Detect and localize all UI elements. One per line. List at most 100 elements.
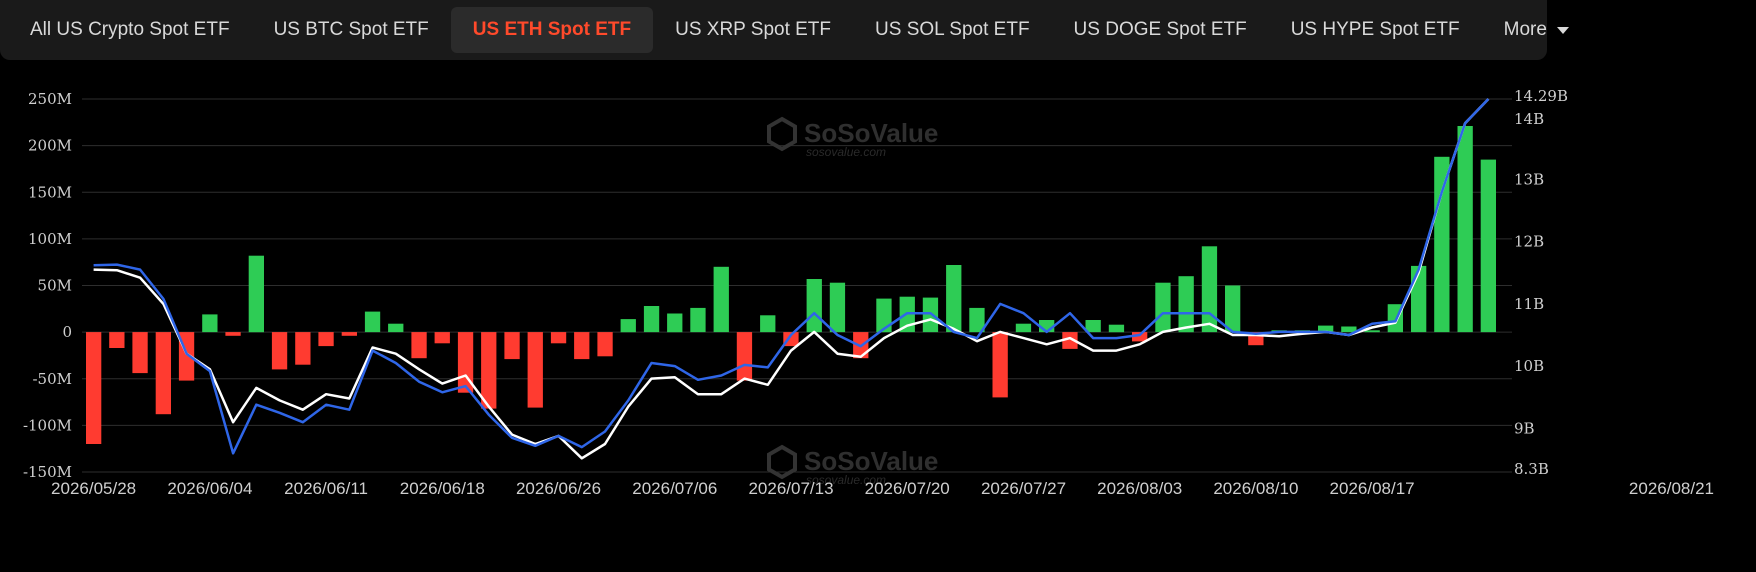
inflow-bar — [760, 315, 776, 333]
etf-tab-bar: All US Crypto Spot ETF US BTC Spot ETF US … — [0, 0, 1569, 60]
outflow-bar — [1062, 332, 1078, 349]
inflow-bar — [1201, 246, 1218, 333]
outflow-bar — [1132, 332, 1148, 342]
watermark-url: sosovalue.com — [806, 145, 886, 159]
outflow-bar — [736, 332, 753, 381]
inflow-bar — [1225, 285, 1241, 333]
right-axis-tick-label: 8.3B — [1514, 460, 1549, 478]
right-axis-tick-label: 11B — [1514, 295, 1544, 313]
watermark-brand: SoSoValue — [804, 446, 938, 476]
inflow-bar — [1480, 159, 1496, 333]
inflow-bar — [690, 307, 706, 333]
tab-us-btc-spot-etf[interactable]: US BTC Spot ETF — [273, 19, 429, 40]
outflow-bar — [574, 332, 590, 360]
outflow-bar — [434, 332, 450, 344]
inflow-bar — [1155, 282, 1171, 333]
x-axis-tick-label: 2026/07/27 — [981, 479, 1066, 498]
chevron-down-icon — [1556, 26, 1569, 34]
right-axis-tick-label: 12B — [1514, 233, 1544, 251]
left-axis-tick-label: 100M — [28, 230, 72, 248]
outflow-bar — [783, 332, 799, 347]
right-axis-tick-label: 9B — [1514, 419, 1535, 437]
watermark-url: sosovalue.com — [806, 473, 886, 487]
x-axis-tick-label: 2026/06/26 — [516, 479, 601, 498]
more-label: More — [1503, 19, 1547, 40]
inflow-bar — [1364, 330, 1380, 333]
tab-us-sol-spot-etf[interactable]: US SOL Spot ETF — [875, 19, 1030, 40]
inflow-bar — [713, 266, 729, 333]
inflow-bar — [946, 265, 962, 333]
right-axis-tick-label: 14B — [1514, 110, 1544, 128]
outflow-bar — [225, 332, 241, 336]
x-axis-tick-label: 2026/07/20 — [865, 479, 950, 498]
inflow-bar — [1457, 126, 1473, 333]
outflow-bar — [295, 332, 311, 365]
inflow-bar — [969, 307, 985, 333]
inflow-bar — [1411, 265, 1427, 333]
right-axis-tick-label: 13B — [1514, 170, 1544, 188]
inflow-bar — [1434, 156, 1450, 333]
inflow-bar — [1015, 323, 1032, 333]
watermark-brand: SoSoValue — [804, 118, 938, 148]
x-axis-tick-label: 2026/08/10 — [1213, 479, 1298, 498]
outflow-bar — [341, 332, 357, 336]
inflow-bar — [667, 313, 683, 333]
more-dropdown[interactable]: More — [1482, 7, 1591, 53]
inflow-bar — [876, 298, 892, 333]
left-axis-tick-label: 250M — [28, 90, 72, 108]
outflow-bar — [271, 332, 288, 370]
tab-all-us-crypto-spot-etf[interactable]: All US Crypto Spot ETF — [30, 19, 230, 40]
inflow-bar — [643, 306, 660, 333]
outflow-bar — [504, 332, 520, 360]
left-axis-tick-label: 50M — [38, 277, 72, 295]
inflow-bar — [1341, 326, 1357, 333]
outflow-bar — [132, 332, 148, 374]
x-axis-tick-label: 2026/08/03 — [1097, 479, 1182, 498]
left-axis-tick-label: 200M — [28, 137, 72, 155]
sosovalue-hex-icon — [767, 444, 797, 480]
outflow-bar — [411, 332, 427, 359]
right-axis-tick-label: 14.29B — [1514, 87, 1568, 105]
outflow-bar — [109, 332, 125, 348]
etf-flow-chart: 250M 200M 150M 100M 50M 0 -50M -100M -150M 14.29B… — [23, 87, 1714, 498]
tab-us-xrp-spot-etf[interactable]: US XRP Spot ETF — [675, 19, 832, 40]
inflow-bar — [620, 319, 636, 333]
left-axis-tick-label: -150M — [23, 463, 72, 481]
inflow-bar — [1085, 320, 1101, 333]
x-axis-tick-label: 2026/05/28 — [51, 479, 136, 498]
outflow-bar — [481, 332, 497, 409]
inflow-bar — [806, 279, 822, 333]
inflow-bar — [202, 314, 218, 333]
x-axis-tick-label: 2026/06/04 — [167, 479, 252, 498]
left-axis-tick-label: 150M — [28, 183, 72, 201]
outflow-bar — [155, 332, 171, 415]
x-axis-tick-label: 2026/08/21 — [1629, 479, 1714, 498]
inflow-bar — [364, 311, 381, 333]
tab-us-eth-spot-etf[interactable]: US ETH Spot ETF — [450, 7, 654, 53]
inflow-bar — [922, 297, 939, 333]
tab-us-doge-spot-etf[interactable]: US DOGE Spot ETF — [1073, 19, 1247, 40]
inflow-bar — [388, 323, 404, 333]
right-axis-tick-label: 10B — [1514, 357, 1544, 375]
x-axis-tick-label: 2026/06/11 — [284, 479, 368, 498]
inflow-bar — [248, 255, 264, 333]
inflow-bar — [829, 282, 846, 333]
tab-us-hype-spot-etf[interactable]: US HYPE Spot ETF — [1290, 19, 1460, 40]
left-axis-tick-label: 0 — [62, 323, 72, 341]
blue-series-line — [93, 98, 1490, 455]
x-axis-tick-label: 2026/06/18 — [400, 479, 485, 498]
outflow-bar — [597, 332, 613, 357]
left-axis-tick-label: -50M — [32, 370, 72, 388]
outflow-bar — [550, 332, 567, 344]
x-axis-tick-label: 2026/08/17 — [1330, 479, 1415, 498]
inflow-bar — [1178, 276, 1194, 333]
inflow-bar — [1318, 325, 1334, 333]
outflow-bar — [992, 332, 1008, 398]
sosovalue-hex-icon — [767, 116, 797, 152]
white-series-line — [93, 98, 1490, 460]
left-axis-tick-label: -100M — [23, 416, 72, 434]
outflow-bar — [318, 332, 334, 347]
x-axis-tick-label: 2026/07/06 — [632, 479, 717, 498]
